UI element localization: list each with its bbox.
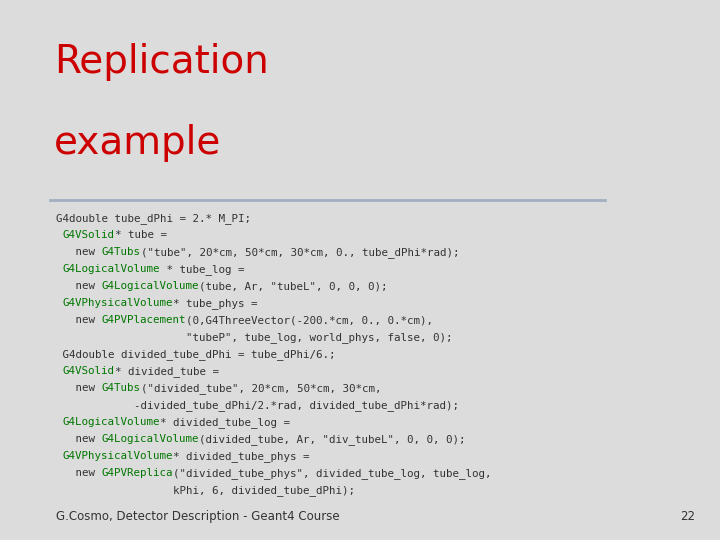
- Text: Replication: Replication: [54, 43, 269, 81]
- Text: G4Tubs: G4Tubs: [102, 383, 140, 394]
- Text: G4LogicalVolume: G4LogicalVolume: [63, 265, 160, 274]
- Text: G4VPhysicalVolume: G4VPhysicalVolume: [63, 298, 173, 308]
- Text: (divided_tube, Ar, "div_tubeL", 0, 0, 0);: (divided_tube, Ar, "div_tubeL", 0, 0, 0)…: [199, 434, 466, 446]
- Text: G.Cosmo, Detector Description - Geant4 Course: G.Cosmo, Detector Description - Geant4 C…: [56, 510, 340, 523]
- Text: G4LogicalVolume: G4LogicalVolume: [102, 434, 199, 444]
- Text: * divided_tube_log =: * divided_tube_log =: [160, 417, 290, 428]
- Text: new: new: [56, 247, 102, 258]
- Text: G4PVPlacement: G4PVPlacement: [102, 315, 186, 326]
- Text: new: new: [56, 469, 102, 478]
- Text: example: example: [54, 124, 221, 162]
- Text: (tube, Ar, "tubeL", 0, 0, 0);: (tube, Ar, "tubeL", 0, 0, 0);: [199, 281, 387, 292]
- Text: * tube =: * tube =: [114, 230, 166, 240]
- Text: G4LogicalVolume: G4LogicalVolume: [63, 417, 160, 428]
- Text: ("divided_tube", 20*cm, 50*cm, 30*cm,: ("divided_tube", 20*cm, 50*cm, 30*cm,: [140, 383, 381, 394]
- Text: G4VPhysicalVolume: G4VPhysicalVolume: [63, 451, 173, 462]
- Text: "tubeP", tube_log, world_phys, false, 0);: "tubeP", tube_log, world_phys, false, 0)…: [56, 333, 453, 343]
- Text: G4Tubs: G4Tubs: [102, 247, 140, 258]
- Text: ("divided_tube_phys", divided_tube_log, tube_log,: ("divided_tube_phys", divided_tube_log, …: [173, 469, 492, 480]
- Text: * divided_tube =: * divided_tube =: [114, 366, 219, 377]
- Text: * tube_phys =: * tube_phys =: [173, 298, 258, 309]
- Text: new: new: [56, 434, 102, 444]
- Text: -divided_tube_dPhi/2.*rad, divided_tube_dPhi*rad);: -divided_tube_dPhi/2.*rad, divided_tube_…: [56, 401, 459, 411]
- Text: ("tube", 20*cm, 50*cm, 30*cm, 0., tube_dPhi*rad);: ("tube", 20*cm, 50*cm, 30*cm, 0., tube_d…: [140, 247, 459, 258]
- Text: kPhi, 6, divided_tube_dPhi);: kPhi, 6, divided_tube_dPhi);: [56, 485, 355, 496]
- Text: * divided_tube_phys =: * divided_tube_phys =: [173, 451, 310, 462]
- Text: new: new: [56, 315, 102, 326]
- Text: G4double tube_dPhi = 2.* M_PI;: G4double tube_dPhi = 2.* M_PI;: [56, 213, 251, 224]
- Text: * tube_log =: * tube_log =: [160, 265, 245, 275]
- Text: G4VSolid: G4VSolid: [63, 366, 114, 376]
- Text: new: new: [56, 383, 102, 394]
- Text: new: new: [56, 281, 102, 292]
- Text: G4LogicalVolume: G4LogicalVolume: [102, 281, 199, 292]
- Text: G4VSolid: G4VSolid: [63, 230, 114, 240]
- Text: G4PVReplica: G4PVReplica: [102, 469, 174, 478]
- Text: 22: 22: [680, 510, 695, 523]
- Text: G4double divided_tube_dPhi = tube_dPhi/6.;: G4double divided_tube_dPhi = tube_dPhi/6…: [56, 349, 336, 360]
- Text: (0,G4ThreeVector(-200.*cm, 0., 0.*cm),: (0,G4ThreeVector(-200.*cm, 0., 0.*cm),: [186, 315, 433, 326]
